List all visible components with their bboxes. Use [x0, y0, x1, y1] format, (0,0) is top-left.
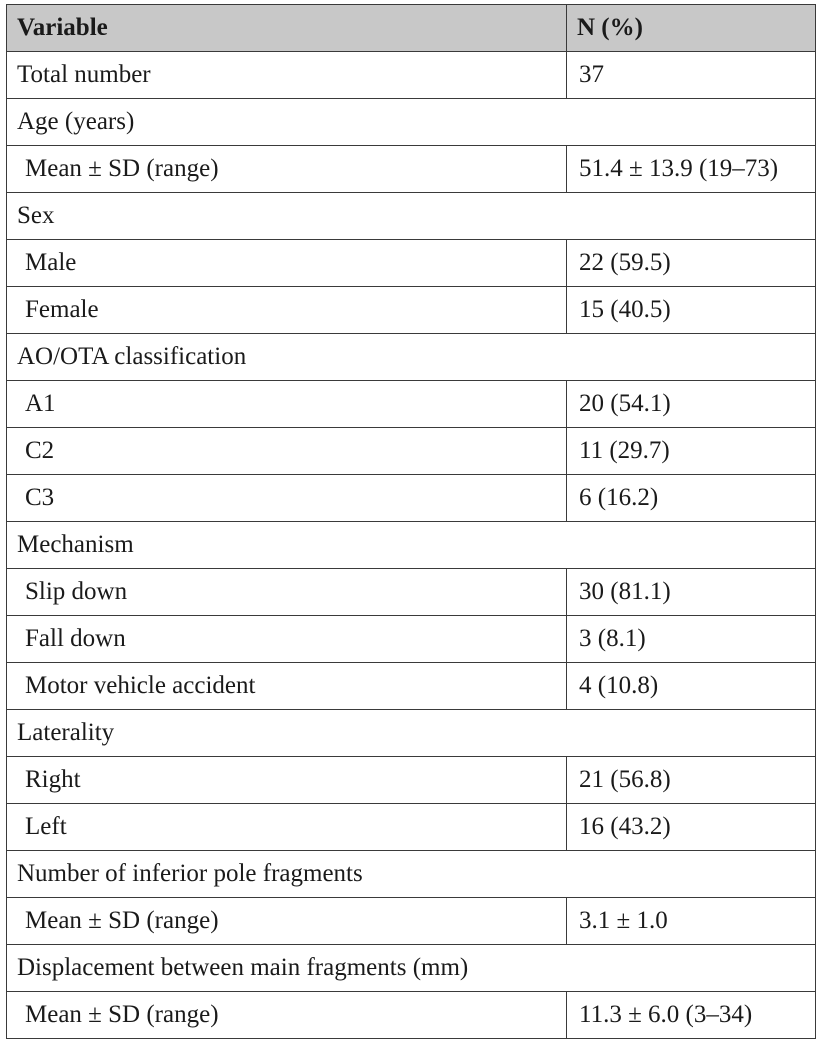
table-row: Fall down 3 (8.1): [6, 615, 816, 663]
table-row: Right 21 (56.8): [6, 756, 816, 804]
row-value: 11.3 ± 6.0 (3–34): [566, 991, 816, 1039]
row-label: Fall down: [6, 615, 567, 663]
table-row: C2 11 (29.7): [6, 427, 816, 475]
row-value: 4 (10.8): [566, 662, 816, 710]
row-label: Male: [6, 239, 567, 287]
row-label: Left: [6, 803, 567, 851]
table-row: Mean ± SD (range) 3.1 ± 1.0: [6, 897, 816, 945]
row-value: 15 (40.5): [566, 286, 816, 334]
row-value: 11 (29.7): [566, 427, 816, 475]
section-label: AO/OTA classification: [6, 333, 816, 381]
section-label: Sex: [6, 192, 816, 240]
section-label: Mechanism: [6, 521, 816, 569]
demographics-table: Variable N (%) Total number 37 Age (years)…: [6, 4, 816, 1039]
table-row: Motor vehicle accident 4 (10.8): [6, 662, 816, 710]
row-value: 3.1 ± 1.0: [566, 897, 816, 945]
section-header-row: Age (years): [6, 98, 816, 146]
table-row: Mean ± SD (range) 11.3 ± 6.0 (3–34): [6, 991, 816, 1039]
row-value: 37: [566, 51, 816, 99]
table-header-row: Variable N (%): [6, 4, 816, 52]
row-label: A1: [6, 380, 567, 428]
row-value: 3 (8.1): [566, 615, 816, 663]
row-label: Right: [6, 756, 567, 804]
row-label: Mean ± SD (range): [6, 897, 567, 945]
section-label: Number of inferior pole fragments: [6, 850, 816, 898]
table-row: A1 20 (54.1): [6, 380, 816, 428]
section-label: Displacement between main fragments (mm): [6, 944, 816, 992]
row-label: Motor vehicle accident: [6, 662, 567, 710]
section-label: Laterality: [6, 709, 816, 757]
row-value: 20 (54.1): [566, 380, 816, 428]
section-header-row: Mechanism: [6, 521, 816, 569]
row-label: Total number: [6, 51, 567, 99]
row-value: 21 (56.8): [566, 756, 816, 804]
section-header-row: Laterality: [6, 709, 816, 757]
row-label: C3: [6, 474, 567, 522]
section-header-row: Number of inferior pole fragments: [6, 850, 816, 898]
table-row: Female 15 (40.5): [6, 286, 816, 334]
row-value: 51.4 ± 13.9 (19–73): [566, 145, 816, 193]
row-value: 16 (43.2): [566, 803, 816, 851]
row-label: Slip down: [6, 568, 567, 616]
row-value: 6 (16.2): [566, 474, 816, 522]
table-row: C3 6 (16.2): [6, 474, 816, 522]
table-row: Total number 37: [6, 51, 816, 99]
section-header-row: Displacement between main fragments (mm): [6, 944, 816, 992]
table-row: Male 22 (59.5): [6, 239, 816, 287]
table-row: Slip down 30 (81.1): [6, 568, 816, 616]
column-header-variable: Variable: [6, 4, 567, 52]
row-label: Mean ± SD (range): [6, 991, 567, 1039]
table-row: Left 16 (43.2): [6, 803, 816, 851]
section-header-row: AO/OTA classification: [6, 333, 816, 381]
row-value: 30 (81.1): [566, 568, 816, 616]
section-label: Age (years): [6, 98, 816, 146]
section-header-row: Sex: [6, 192, 816, 240]
table-row: Mean ± SD (range) 51.4 ± 13.9 (19–73): [6, 145, 816, 193]
row-label: C2: [6, 427, 567, 475]
column-header-n-percent: N (%): [566, 4, 816, 52]
row-label: Female: [6, 286, 567, 334]
row-value: 22 (59.5): [566, 239, 816, 287]
row-label: Mean ± SD (range): [6, 145, 567, 193]
table-body: Total number 37 Age (years) Mean ± SD (rang…: [6, 51, 816, 1039]
